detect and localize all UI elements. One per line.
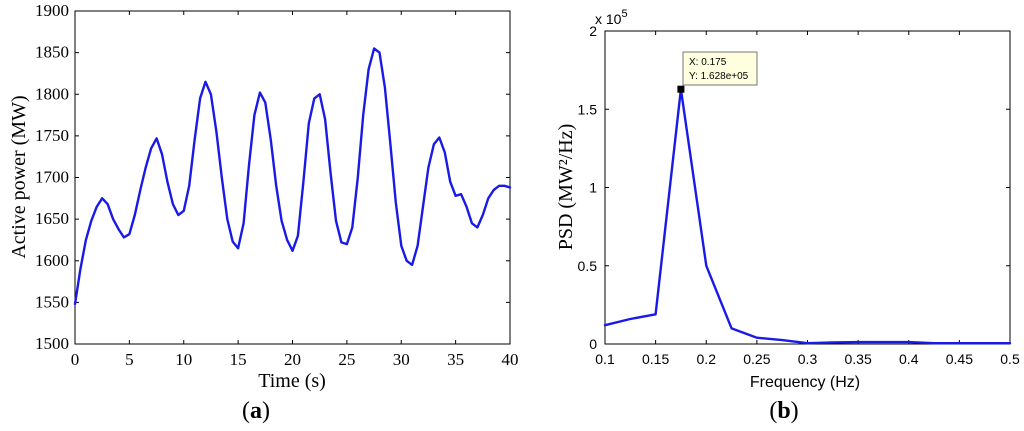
x-tick-label-a: 10 [175, 350, 192, 369]
x-tick-label-a: 15 [230, 350, 247, 369]
x-tick-label-a: 25 [338, 350, 355, 369]
y-tick-label-a: 1800 [35, 84, 69, 103]
ylabel-a: Active power (MW) [8, 95, 30, 258]
x-tick-label-a: 40 [502, 350, 519, 369]
x-tick-label-a: 35 [447, 350, 464, 369]
ticks-a: 0 5 10 15 20 25 30 35 40 1500 1550 1600 1650 1700 1750… [35, 1, 519, 369]
caption-a: (a) [242, 398, 270, 424]
x-tick-label-b: 0.25 [743, 351, 770, 367]
datatip-marker[interactable] [677, 85, 685, 93]
y-multiplier-exponent: 5 [621, 8, 627, 20]
caption-a-letter: a [250, 398, 262, 424]
y-tick-label-a: 1700 [35, 168, 69, 187]
caption-b: (b) [769, 398, 798, 424]
series-line-b [603, 87, 1012, 345]
series-a [73, 47, 512, 306]
y-multiplier-text: x 10 [595, 11, 622, 27]
x-tick-label-b: 0.5 [1000, 351, 1020, 367]
plot-area-a [74, 10, 511, 345]
y-tick-label-a: 1900 [35, 1, 69, 20]
caption-b-letter: b [777, 398, 790, 424]
x-tick-label-b: 0.1 [595, 351, 615, 367]
y-tick-label-a: 1600 [35, 251, 69, 270]
y-tick-label-a: 1550 [35, 292, 69, 311]
datatip-line-1: X: 0.175 [689, 57, 727, 68]
ylabel-b: PSD (MW²/Hz) [555, 124, 577, 251]
y-tick-label-a: 1650 [35, 209, 69, 228]
y-tick-label-a: 1750 [35, 126, 69, 145]
y-tick-label-b: 1.5 [578, 101, 598, 117]
datatip-box[interactable] [682, 51, 758, 86]
x-tick-label-b: 0.3 [798, 351, 818, 367]
x-tick-label-b: 0.2 [697, 351, 717, 367]
y-tick-label-b: 0.5 [578, 258, 598, 274]
x-tick-label-a: 30 [393, 350, 410, 369]
ticks-b: 0.1 0.15 0.2 0.25 0.3 0.35 0.4 0.45 0.5 0 0.5 1 1.5 2 [578, 23, 1020, 367]
series-line-a [73, 47, 512, 306]
y-tick-label-b: 2 [589, 23, 597, 39]
xlabel-b: Frequency (Hz) [750, 374, 860, 391]
chart-b: 0.1 0.15 0.2 0.25 0.3 0.35 0.4 0.45 0.5 0 0.5 1 1.5 2… [555, 8, 1020, 424]
y-multiplier-b: x 105 [595, 8, 628, 27]
y-tick-label-a: 1500 [35, 334, 69, 353]
x-tick-label-a: 0 [71, 350, 80, 369]
x-tick-label-b: 0.45 [946, 351, 973, 367]
datatip-line-2: Y: 1.628e+05 [689, 71, 749, 82]
x-tick-label-b: 0.4 [899, 351, 919, 367]
x-tick-label-b: 0.15 [642, 351, 669, 367]
datatip[interactable]: X: 0.175 Y: 1.628e+05 [677, 51, 758, 93]
plot-area-b [604, 30, 1011, 345]
xlabel-a: Time (s) [258, 370, 326, 392]
y-tick-label-b: 1 [589, 180, 597, 196]
x-tick-label-a: 5 [125, 350, 134, 369]
y-tick-label-a: 1850 [35, 43, 69, 62]
y-tick-label-b: 0 [589, 336, 597, 352]
x-tick-label-a: 20 [284, 350, 301, 369]
chart-a: 0 5 10 15 20 25 30 35 40 1500 1550 1600 1650 1700 1750… [8, 1, 519, 424]
series-b [603, 87, 1012, 345]
x-tick-label-b: 0.35 [845, 351, 872, 367]
